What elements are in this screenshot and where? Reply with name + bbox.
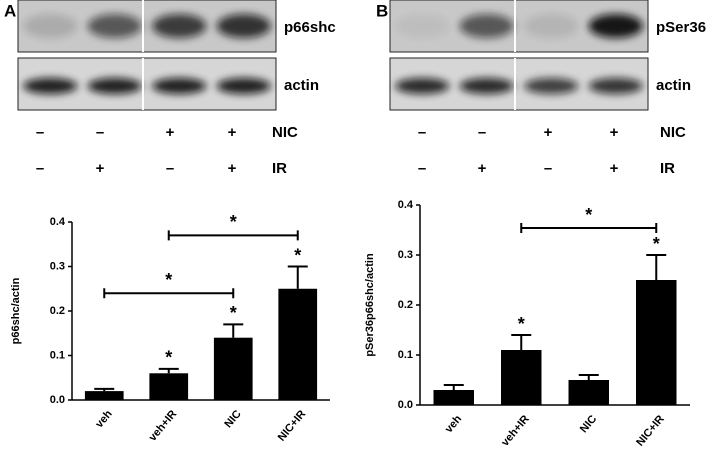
error-bar [158, 367, 179, 374]
significance-star: * [518, 314, 525, 334]
blot-band [23, 14, 78, 38]
x-tick-label: NIC+IR [276, 408, 309, 444]
blot-band [459, 14, 514, 38]
y-tick-label: 0.3 [50, 260, 65, 272]
blot-band [588, 14, 643, 38]
condition-sign: – [166, 160, 174, 177]
bar [278, 288, 318, 400]
condition-name: NIC [660, 124, 686, 141]
y-tick-label: 0.1 [398, 349, 413, 361]
bar [568, 380, 609, 405]
condition-sign: + [228, 124, 237, 141]
blot-band [87, 78, 142, 94]
blot-band [459, 78, 514, 94]
significance-star: * [230, 303, 237, 323]
bar [501, 350, 542, 405]
blot-band [152, 14, 207, 38]
y-tick-label: 0.4 [398, 199, 414, 211]
y-tick-label: 0.4 [50, 216, 66, 228]
condition-sign: – [544, 160, 552, 177]
y-tick-label: 0.1 [50, 349, 65, 361]
blot-band [524, 78, 579, 94]
x-tick-label: veh+IR [147, 408, 180, 444]
y-axis-label: pSer36p66shc/actin [364, 253, 376, 357]
condition-name: NIC [272, 124, 298, 141]
blot-label: pSer36 [656, 19, 706, 36]
y-tick-label: 0.0 [50, 394, 65, 406]
blot-band [216, 14, 271, 38]
panel-letter: B [376, 1, 388, 20]
condition-sign: + [544, 124, 553, 141]
condition-sign: – [418, 124, 426, 141]
blot-band [395, 14, 450, 38]
bar [213, 337, 253, 400]
error-bar [223, 323, 244, 338]
blot-band [524, 14, 579, 38]
x-tick-label: veh [93, 408, 115, 430]
error-bar [287, 265, 308, 289]
bracket-star: * [165, 270, 172, 290]
condition-sign: + [96, 160, 105, 177]
condition-sign: + [228, 160, 237, 177]
x-tick-label: veh+IR [499, 413, 532, 449]
bracket-star: * [585, 205, 592, 225]
x-tick-label: NIC [222, 408, 243, 430]
x-tick-label: NIC [578, 413, 599, 435]
y-tick-label: 0.2 [398, 299, 413, 311]
condition-sign: + [166, 124, 175, 141]
error-bar [578, 374, 599, 380]
condition-name: IR [272, 160, 287, 177]
error-bar [94, 387, 115, 392]
blot-label: p66shc [284, 19, 336, 36]
bar [636, 280, 677, 405]
x-tick-label: veh [443, 413, 465, 435]
error-bar [443, 384, 464, 390]
condition-sign: – [478, 124, 486, 141]
significance-star: * [165, 348, 172, 368]
condition-sign: + [610, 124, 619, 141]
condition-sign: + [478, 160, 487, 177]
blot-label: actin [656, 77, 691, 94]
blot-band [395, 78, 450, 94]
error-bar [511, 334, 532, 350]
significance-star: * [294, 245, 301, 265]
blot-band [216, 78, 271, 94]
y-axis-label: p66shc/actin [10, 277, 22, 344]
blot-label: actin [284, 77, 319, 94]
error-bar [646, 254, 667, 280]
bar [149, 373, 189, 400]
y-tick-label: 0.3 [398, 249, 413, 261]
x-tick-label: NIC+IR [634, 413, 667, 449]
significance-star: * [653, 234, 660, 254]
bracket-star: * [230, 212, 237, 232]
condition-sign: – [36, 124, 44, 141]
condition-sign: – [418, 160, 426, 177]
condition-sign: + [610, 160, 619, 177]
blot-band [23, 78, 78, 94]
condition-name: IR [660, 160, 675, 177]
condition-sign: – [36, 160, 44, 177]
significance-bracket [520, 223, 658, 233]
bar [84, 391, 124, 400]
significance-bracket [103, 288, 235, 299]
bar [433, 390, 474, 405]
y-tick-label: 0.0 [398, 399, 413, 411]
condition-sign: – [96, 124, 104, 141]
y-tick-label: 0.2 [50, 305, 65, 317]
blot-band [87, 14, 142, 38]
significance-bracket [167, 230, 299, 241]
panel-letter: A [4, 1, 16, 20]
blot-band [588, 78, 643, 94]
blot-band [152, 78, 207, 94]
